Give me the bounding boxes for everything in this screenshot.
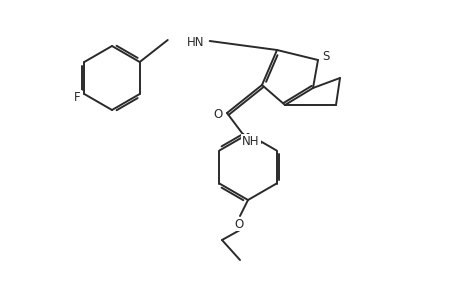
Text: O: O xyxy=(234,218,243,230)
Text: NH: NH xyxy=(242,134,259,148)
Text: O: O xyxy=(213,107,222,121)
Text: HN: HN xyxy=(186,35,204,49)
Text: F: F xyxy=(74,91,80,103)
Text: S: S xyxy=(322,50,329,62)
